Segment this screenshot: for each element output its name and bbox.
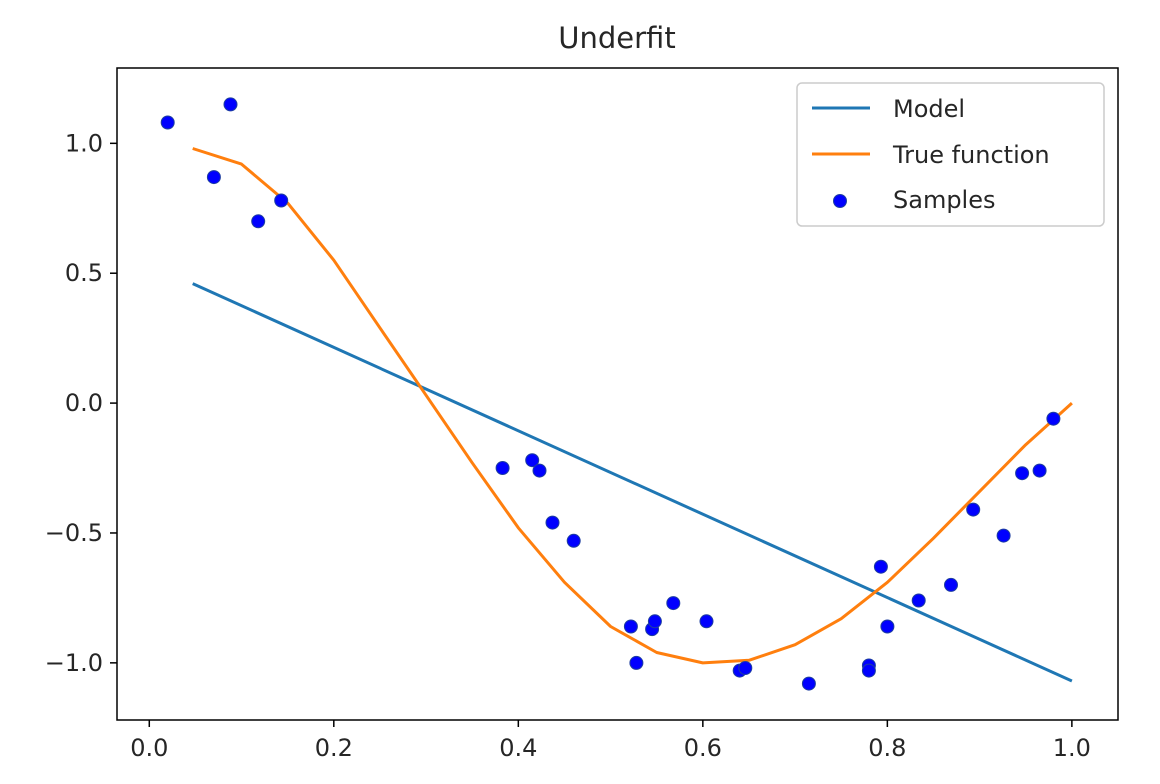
sample-point bbox=[873, 559, 888, 574]
sample-point bbox=[251, 214, 266, 229]
axes-frame bbox=[116, 67, 1119, 721]
sample-point bbox=[966, 502, 981, 517]
sample-point bbox=[647, 614, 662, 629]
y-tick-label: 0.5 bbox=[65, 259, 103, 287]
x-tick-label: 0.2 bbox=[315, 734, 353, 762]
sample-point bbox=[495, 461, 510, 475]
sample-point bbox=[1032, 463, 1047, 478]
sample-point bbox=[666, 596, 681, 611]
sample-point bbox=[629, 655, 644, 670]
sample-point bbox=[1046, 411, 1061, 426]
legend-model-label: Model bbox=[893, 95, 965, 123]
sample-point bbox=[566, 533, 581, 548]
y-tick-label: −1.0 bbox=[45, 649, 103, 677]
y-tick-label: 1.0 bbox=[65, 129, 103, 157]
x-tick-label: 0.8 bbox=[868, 734, 906, 762]
chart-title: Underfit bbox=[558, 21, 675, 55]
sample-point bbox=[699, 614, 714, 629]
y-tick-label: −0.5 bbox=[45, 519, 103, 547]
legend: Model True function Samples bbox=[796, 82, 1105, 227]
sample-point bbox=[623, 619, 638, 634]
sample-point bbox=[738, 661, 753, 675]
x-tick-label: 1.0 bbox=[1053, 734, 1091, 762]
x-tick-label: 0.4 bbox=[499, 734, 537, 762]
x-tick-label: 0.0 bbox=[130, 734, 168, 762]
sample-point bbox=[861, 663, 876, 678]
sample-point bbox=[206, 170, 221, 185]
sample-point bbox=[944, 577, 958, 592]
true-function-line bbox=[192, 147, 1073, 665]
y-axis: 1.0 0.5 0.0 −0.5 −1.0 bbox=[45, 129, 117, 677]
sample-point bbox=[911, 593, 926, 608]
sample-point bbox=[525, 453, 540, 468]
sample-point bbox=[1015, 466, 1030, 481]
sample-point bbox=[532, 463, 547, 478]
sample-point bbox=[223, 97, 238, 112]
legend-samples-swatch bbox=[833, 194, 847, 208]
legend-box bbox=[796, 82, 1105, 227]
sample-point bbox=[880, 619, 895, 634]
x-tick-label: 0.6 bbox=[684, 734, 722, 762]
model-line bbox=[192, 282, 1073, 683]
sample-point bbox=[545, 515, 560, 530]
sample-point bbox=[160, 115, 175, 130]
y-tick-label: 0.0 bbox=[65, 389, 103, 417]
plot-area bbox=[160, 97, 1073, 691]
x-axis: 0.0 0.2 0.4 0.6 0.8 1.0 bbox=[130, 720, 1091, 762]
sample-point bbox=[274, 193, 289, 208]
sample-point bbox=[996, 528, 1011, 543]
legend-true-function-label: True function bbox=[892, 141, 1050, 169]
legend-samples-label: Samples bbox=[893, 186, 996, 214]
sample-point bbox=[801, 676, 816, 691]
